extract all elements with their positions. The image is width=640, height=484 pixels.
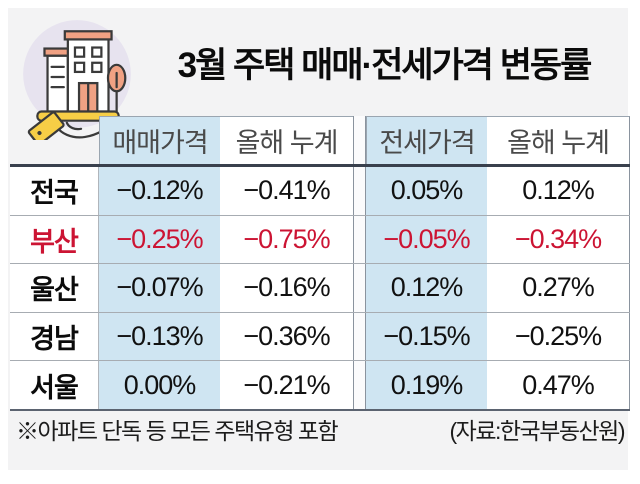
price-table: 매매가격 올해 누계 전세가격 올해 누계 전국 −0.12% −0.41% 0… — [10, 116, 630, 411]
value-cell: −0.12% — [99, 167, 220, 215]
value-cell: 0.12% — [487, 167, 630, 215]
house-on-hand-icon — [14, 14, 140, 146]
group-divider — [353, 167, 366, 215]
value-cell: 0.47% — [487, 361, 630, 409]
value-cell: −0.16% — [220, 264, 353, 312]
col-header-sale-price: 매매가격 — [99, 116, 220, 164]
region-label: 전국 — [10, 167, 99, 215]
col-header-sale-ytd: 올해 누계 — [220, 116, 353, 164]
value-cell: −0.75% — [220, 215, 353, 264]
value-cell: 0.05% — [366, 167, 487, 215]
value-cell: 0.27% — [487, 264, 630, 312]
group-divider — [353, 264, 366, 312]
table-row-gyeongnam: 경남 −0.13% −0.36% −0.15% −0.25% — [10, 312, 630, 362]
col-header-jeonse-ytd: 올해 누계 — [487, 116, 630, 164]
group-divider — [353, 312, 366, 361]
corner-cell — [10, 116, 99, 164]
value-cell: 0.12% — [366, 264, 487, 312]
value-cell: −0.25% — [99, 215, 220, 264]
table-row-busan: 부산 −0.25% −0.75% −0.05% −0.34% — [10, 215, 630, 265]
group-divider — [353, 361, 366, 409]
group-divider — [353, 215, 366, 264]
value-cell: −0.13% — [99, 312, 220, 361]
value-cell: −0.05% — [366, 215, 487, 264]
value-cell: −0.07% — [99, 264, 220, 312]
footnote: ※아파트 단독 등 모든 주택유형 포함 — [16, 418, 339, 444]
table-row-ulsan: 울산 −0.07% −0.16% 0.12% 0.27% — [10, 264, 630, 313]
region-label: 부산 — [10, 215, 99, 264]
group-divider — [353, 116, 366, 164]
value-cell: 0.00% — [99, 361, 220, 409]
value-cell: −0.34% — [487, 215, 630, 264]
table-row-seoul: 서울 0.00% −0.21% 0.19% 0.47% — [10, 361, 630, 411]
value-cell: 0.19% — [366, 361, 487, 409]
value-cell: −0.15% — [366, 312, 487, 361]
footnote-bar: ※아파트 단독 등 모든 주택유형 포함 (자료:한국부동산원) — [16, 412, 626, 446]
table-header-row: 매매가격 올해 누계 전세가격 올해 누계 — [10, 116, 630, 167]
value-cell: −0.25% — [487, 312, 630, 361]
table-row-national: 전국 −0.12% −0.41% 0.05% 0.12% — [10, 167, 630, 216]
value-cell: −0.41% — [220, 167, 353, 215]
region-label: 울산 — [10, 264, 99, 312]
content-panel: 3월 주택 매매·전세가격 변동률 매매가격 올해 누계 전세가격 올해 누계 … — [8, 8, 630, 470]
value-cell: −0.21% — [220, 361, 353, 409]
value-cell: −0.36% — [220, 312, 353, 361]
source-credit: (자료:한국부동산원) — [449, 418, 626, 444]
page-title: 3월 주택 매매·전세가격 변동률 — [177, 45, 593, 85]
col-header-jeonse-price: 전세가격 — [366, 116, 487, 164]
region-label: 서울 — [10, 361, 99, 409]
region-label: 경남 — [10, 312, 99, 361]
